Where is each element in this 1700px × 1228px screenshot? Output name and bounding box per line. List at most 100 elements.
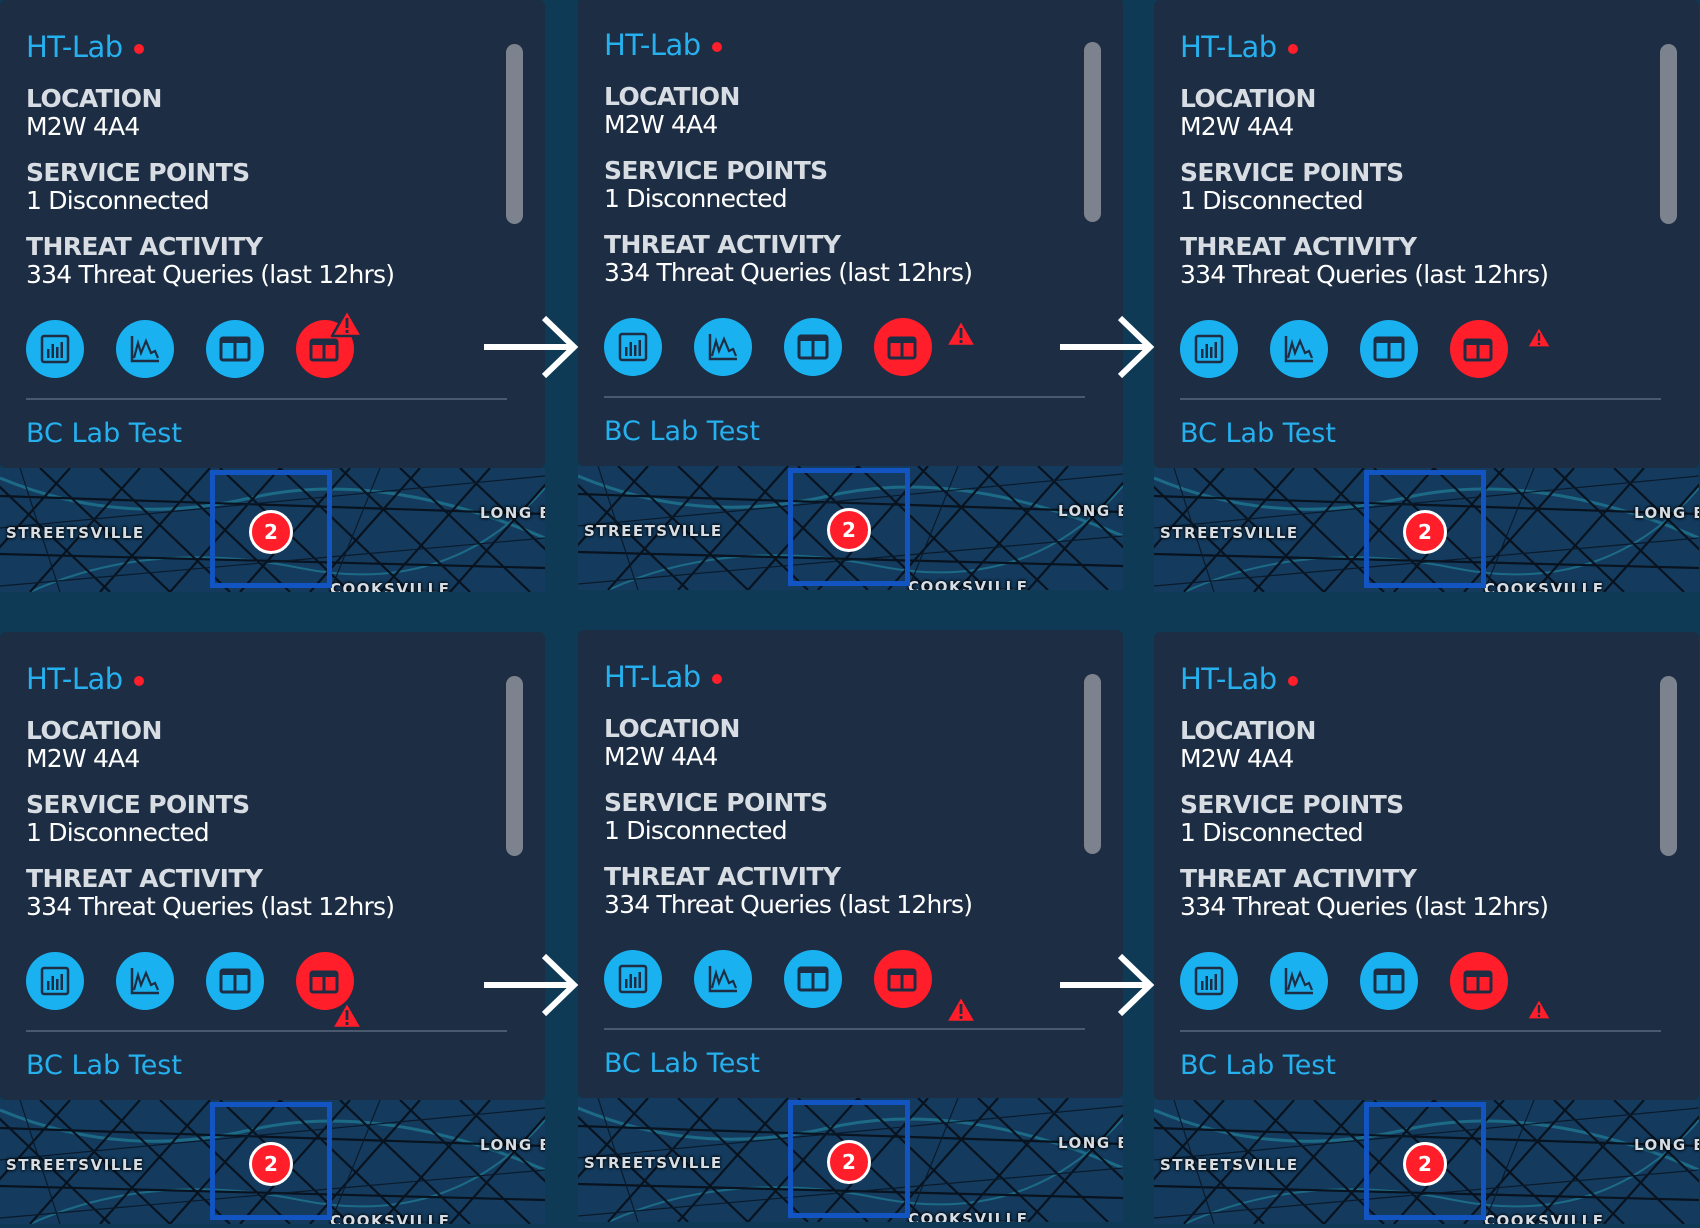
device-icon: [309, 338, 339, 362]
map-cluster-marker[interactable]: 2: [827, 508, 871, 552]
site-name-link[interactable]: HT-Lab: [604, 28, 701, 62]
warning-triangle-icon: [944, 994, 978, 1024]
site-tooltip-panel: HT-Lab LOCATION M2W 4A4 SERVICE POINTS 1…: [0, 632, 545, 1224]
line-chart-button[interactable]: [116, 320, 174, 378]
location-label: LOCATION: [26, 84, 162, 113]
map-selection-box: [1364, 470, 1486, 588]
line-chart-button[interactable]: [116, 952, 174, 1010]
map-cluster-marker[interactable]: 2: [249, 510, 293, 554]
map-view[interactable]: STREETSVILLE LONG B COOKSVILLE 2: [0, 1100, 545, 1224]
line-chart-button[interactable]: [694, 950, 752, 1008]
alert-status-dot: [134, 676, 144, 686]
service-points-value: 1 Disconnected: [1180, 818, 1364, 847]
site-name-link[interactable]: HT-Lab: [26, 662, 123, 696]
columns-layout-icon: [219, 968, 251, 994]
columns-layout-button[interactable]: [206, 952, 264, 1010]
service-points-value: 1 Disconnected: [26, 818, 210, 847]
threat-activity-label: THREAT ACTIVITY: [604, 862, 841, 891]
service-points-value: 1 Disconnected: [26, 186, 210, 215]
bar-chart-button[interactable]: [26, 952, 84, 1010]
site-name-link[interactable]: HT-Lab: [1180, 30, 1277, 64]
device-alert-button[interactable]: [1450, 320, 1508, 378]
warning-triangle-icon: [944, 318, 978, 348]
device-alert-button[interactable]: [1450, 952, 1508, 1010]
map-cluster-marker[interactable]: 2: [1403, 1142, 1447, 1186]
columns-layout-button[interactable]: [1360, 320, 1418, 378]
columns-layout-icon: [219, 336, 251, 362]
location-label: LOCATION: [1180, 716, 1316, 745]
line-chart-button[interactable]: [1270, 952, 1328, 1010]
device-icon: [1463, 970, 1493, 994]
map-cluster-marker[interactable]: 2: [827, 1140, 871, 1184]
device-alert-button[interactable]: [874, 318, 932, 376]
bar-chart-button[interactable]: [1180, 952, 1238, 1010]
columns-layout-button[interactable]: [206, 320, 264, 378]
device-alert-button[interactable]: [296, 952, 354, 1010]
service-points-label: SERVICE POINTS: [1180, 790, 1404, 819]
alert-status-dot: [1288, 676, 1298, 686]
bar-chart-button[interactable]: [26, 320, 84, 378]
flow-arrow-right-icon: [484, 953, 579, 1017]
columns-layout-icon: [1373, 336, 1405, 362]
site-tooltip-card: HT-Lab LOCATION M2W 4A4 SERVICE POINTS 1…: [1154, 0, 1699, 468]
columns-layout-button[interactable]: [784, 318, 842, 376]
columns-layout-icon: [1373, 968, 1405, 994]
bar-chart-button[interactable]: [604, 950, 662, 1008]
tooltip-scrollbar[interactable]: [1084, 674, 1101, 854]
next-site-link[interactable]: BC Lab Test: [26, 418, 182, 449]
next-site-link[interactable]: BC Lab Test: [1180, 1050, 1336, 1081]
site-tooltip-card: HT-Lab LOCATION M2W 4A4 SERVICE POINTS 1…: [0, 0, 545, 468]
next-site-link[interactable]: BC Lab Test: [26, 1050, 182, 1081]
line-chart-icon: [130, 968, 160, 995]
map-view[interactable]: STREETSVILLE LONG B COOKSVILLE 2: [1154, 1100, 1699, 1224]
map-label-streetsville: STREETSVILLE: [6, 524, 145, 542]
columns-layout-icon: [797, 334, 829, 360]
map-selection-box: [788, 1100, 910, 1218]
next-site-link[interactable]: BC Lab Test: [604, 416, 760, 447]
next-site-link[interactable]: BC Lab Test: [1180, 418, 1336, 449]
bar-chart-button[interactable]: [604, 318, 662, 376]
line-chart-button[interactable]: [694, 318, 752, 376]
map-view[interactable]: STREETSVILLE LONG B COOKSVILLE 2: [578, 466, 1123, 590]
map-label-long-branch: LONG B: [480, 1136, 545, 1154]
map-cluster-marker[interactable]: 2: [249, 1142, 293, 1186]
site-name-link[interactable]: HT-Lab: [26, 30, 123, 64]
flow-arrow-right-icon: [1060, 953, 1155, 1017]
device-alert-button[interactable]: [874, 950, 932, 1008]
line-chart-button[interactable]: [1270, 320, 1328, 378]
service-points-value: 1 Disconnected: [604, 184, 788, 213]
flow-arrow-right-icon: [484, 315, 579, 379]
tooltip-scrollbar[interactable]: [506, 44, 523, 224]
site-name-link[interactable]: HT-Lab: [604, 660, 701, 694]
tooltip-divider: [26, 398, 507, 400]
flow-arrow-right-icon: [1060, 315, 1155, 379]
columns-layout-button[interactable]: [784, 950, 842, 1008]
map-view[interactable]: STREETSVILLE LONG B COOKSVILLE 2: [1154, 468, 1699, 592]
map-cluster-marker[interactable]: 2: [1403, 510, 1447, 554]
columns-layout-icon: [797, 966, 829, 992]
tooltip-scrollbar[interactable]: [1660, 44, 1677, 224]
location-value: M2W 4A4: [26, 744, 140, 773]
site-tooltip-card: HT-Lab LOCATION M2W 4A4 SERVICE POINTS 1…: [0, 632, 545, 1100]
map-view[interactable]: STREETSVILLE LONG B COOKSVILLE 2: [578, 1098, 1123, 1222]
service-points-label: SERVICE POINTS: [26, 158, 250, 187]
threat-activity-value: 334 Threat Queries (last 12hrs): [1180, 892, 1549, 921]
site-tooltip-panel: HT-Lab LOCATION M2W 4A4 SERVICE POINTS 1…: [578, 630, 1123, 1222]
map-label-long-branch: LONG B: [1634, 1136, 1699, 1154]
site-tooltip-panel: HT-Lab LOCATION M2W 4A4 SERVICE POINTS 1…: [1154, 632, 1699, 1224]
tooltip-divider: [1180, 398, 1661, 400]
tooltip-scrollbar[interactable]: [1660, 676, 1677, 856]
site-name-link[interactable]: HT-Lab: [1180, 662, 1277, 696]
columns-layout-button[interactable]: [1360, 952, 1418, 1010]
map-label-streetsville: STREETSVILLE: [6, 1156, 145, 1174]
device-icon: [309, 970, 339, 994]
tooltip-divider: [604, 396, 1085, 398]
map-view[interactable]: STREETSVILLE LONG B COOKSVILLE 2: [0, 468, 545, 592]
next-site-link[interactable]: BC Lab Test: [604, 1048, 760, 1079]
threat-activity-label: THREAT ACTIVITY: [1180, 864, 1417, 893]
threat-activity-label: THREAT ACTIVITY: [604, 230, 841, 259]
bar-chart-button[interactable]: [1180, 320, 1238, 378]
tooltip-scrollbar[interactable]: [1084, 42, 1101, 222]
warning-triangle-icon: [1526, 325, 1553, 349]
tooltip-scrollbar[interactable]: [506, 676, 523, 856]
